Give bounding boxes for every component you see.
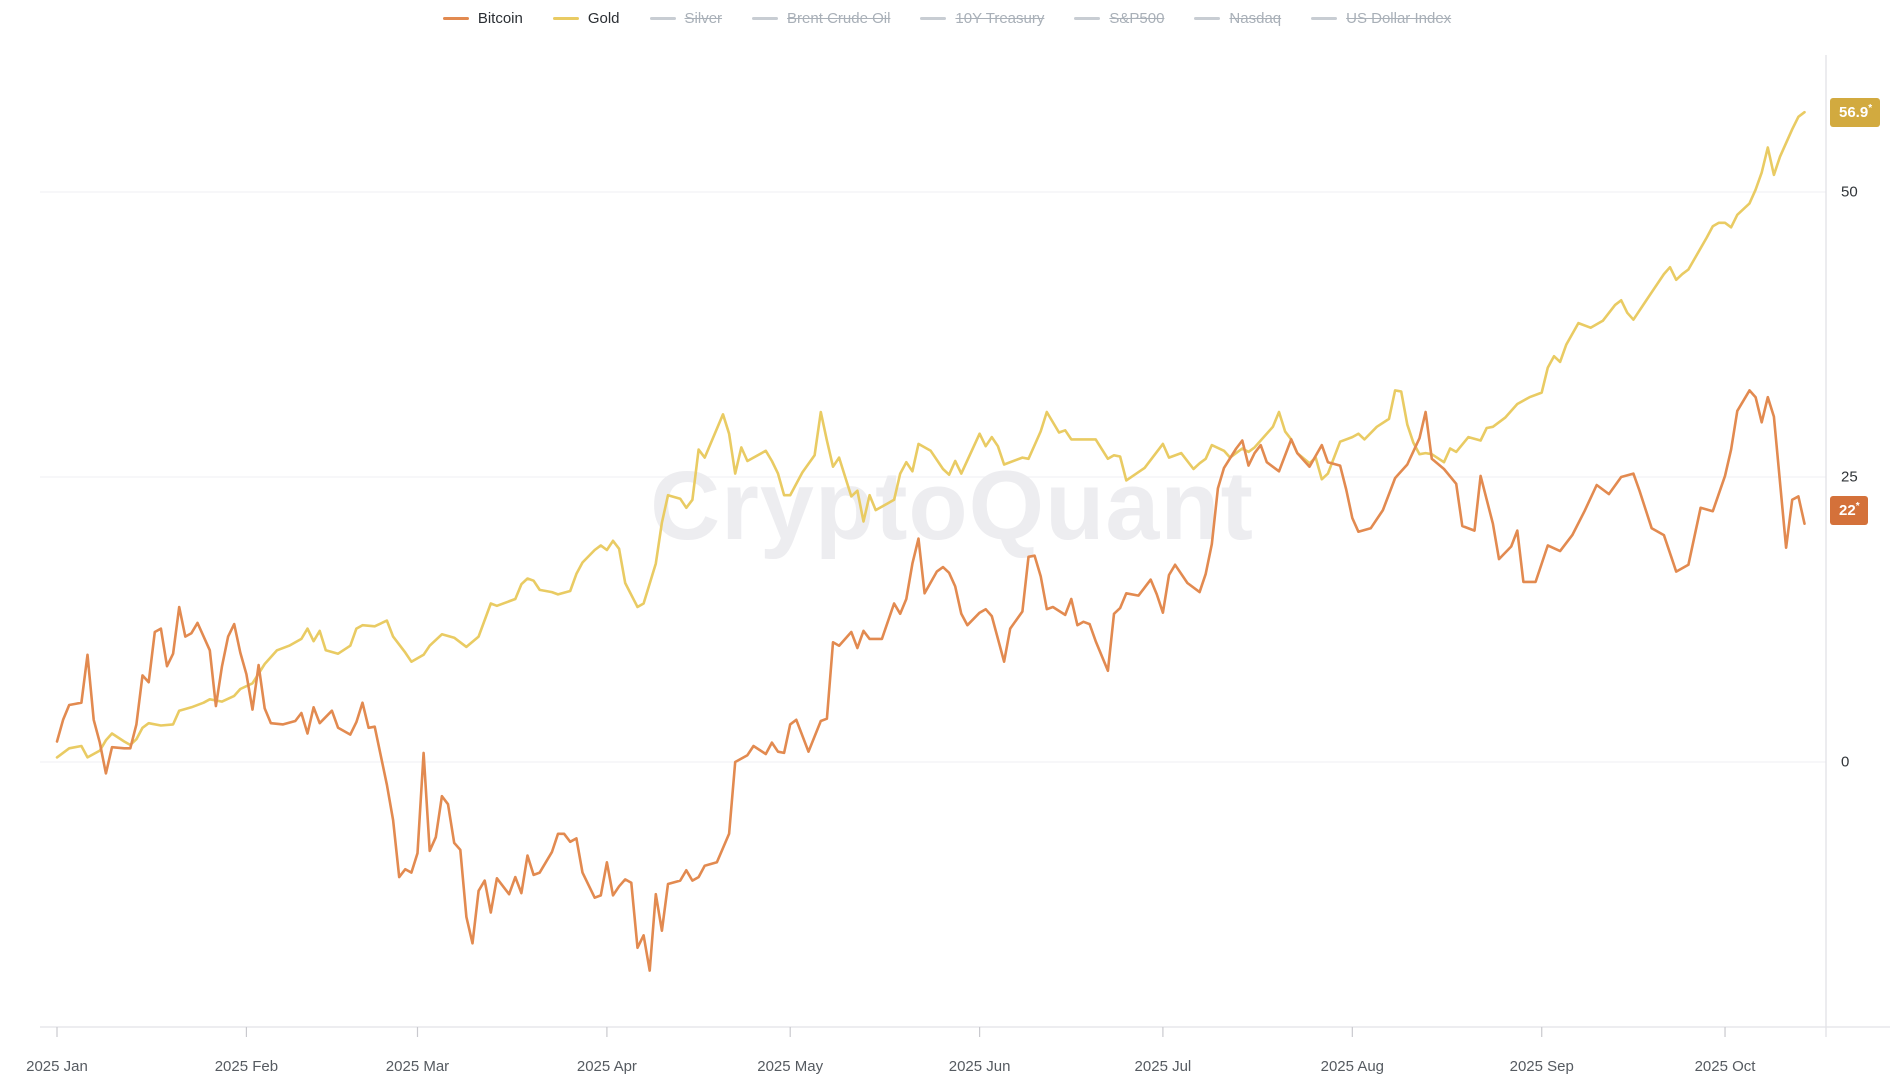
- legend-item-us-dollar-index[interactable]: US Dollar Index: [1311, 10, 1451, 27]
- gold-last-value-badge: 56.9*: [1830, 98, 1881, 128]
- legend-label: Bitcoin: [477, 10, 523, 27]
- legend-swatch-icon: [1311, 17, 1338, 20]
- legend-label: Nasdaq: [1229, 10, 1282, 27]
- legend-label: Silver: [684, 10, 723, 27]
- legend-label: 10Y Treasury: [955, 10, 1045, 27]
- legend-label: S&P500: [1109, 10, 1165, 27]
- legend-item-silver[interactable]: Silver: [649, 10, 723, 27]
- x-axis-label: 2025 Jan: [26, 1058, 88, 1075]
- y-axis-label-25: 25: [1841, 469, 1858, 486]
- legend-swatch-icon: [649, 17, 676, 20]
- x-axis-label: 2025 Mar: [386, 1058, 449, 1075]
- legend-item-nasdaq[interactable]: Nasdaq: [1194, 10, 1281, 27]
- legend-swatch-icon: [1194, 17, 1221, 20]
- chart-legend: Bitcoin Gold Silver Brent Crude Oil 10Y Trea…: [0, 10, 1894, 27]
- x-axis-label: 2025 Sep: [1510, 1058, 1574, 1075]
- legend-label: Brent Crude Oil: [787, 10, 891, 27]
- estimate-asterisk: *: [1868, 103, 1873, 115]
- legend-label: US Dollar Index: [1346, 10, 1452, 27]
- legend-swatch-icon: [1074, 17, 1101, 20]
- legend-swatch-icon: [442, 17, 469, 20]
- legend-label: Gold: [587, 10, 620, 27]
- legend-item-s-p500[interactable]: S&P500: [1074, 10, 1164, 27]
- legend-item-10y-treasury[interactable]: 10Y Treasury: [920, 10, 1044, 27]
- series-line-bitcoin[interactable]: [55, 389, 1806, 972]
- x-axis-label: 2025 Jun: [949, 1058, 1011, 1075]
- y-axis-label-0: 0: [1841, 754, 1849, 771]
- x-axis-label: 2025 Oct: [1695, 1058, 1757, 1075]
- series-line-gold[interactable]: [55, 110, 1806, 759]
- bitcoin-last-value-badge: 22*: [1830, 496, 1868, 526]
- legend-item-bitcoin[interactable]: Bitcoin: [442, 10, 523, 27]
- legend-item-gold[interactable]: Gold: [552, 10, 620, 27]
- x-axis-label: 2025 Jul: [1135, 1058, 1192, 1075]
- y-axis-label-50: 50: [1841, 184, 1858, 201]
- x-axis-label: 2025 May: [757, 1058, 823, 1075]
- x-axis-label: 2025 Aug: [1321, 1058, 1384, 1075]
- legend-swatch-icon: [552, 17, 579, 20]
- legend-swatch-icon: [752, 17, 779, 20]
- estimate-asterisk: *: [1855, 501, 1860, 513]
- x-axis-label: 2025 Feb: [215, 1058, 278, 1075]
- legend-item-brent-crude-oil[interactable]: Brent Crude Oil: [752, 10, 890, 27]
- x-axis-label: 2025 Apr: [577, 1058, 637, 1075]
- legend-swatch-icon: [920, 17, 947, 20]
